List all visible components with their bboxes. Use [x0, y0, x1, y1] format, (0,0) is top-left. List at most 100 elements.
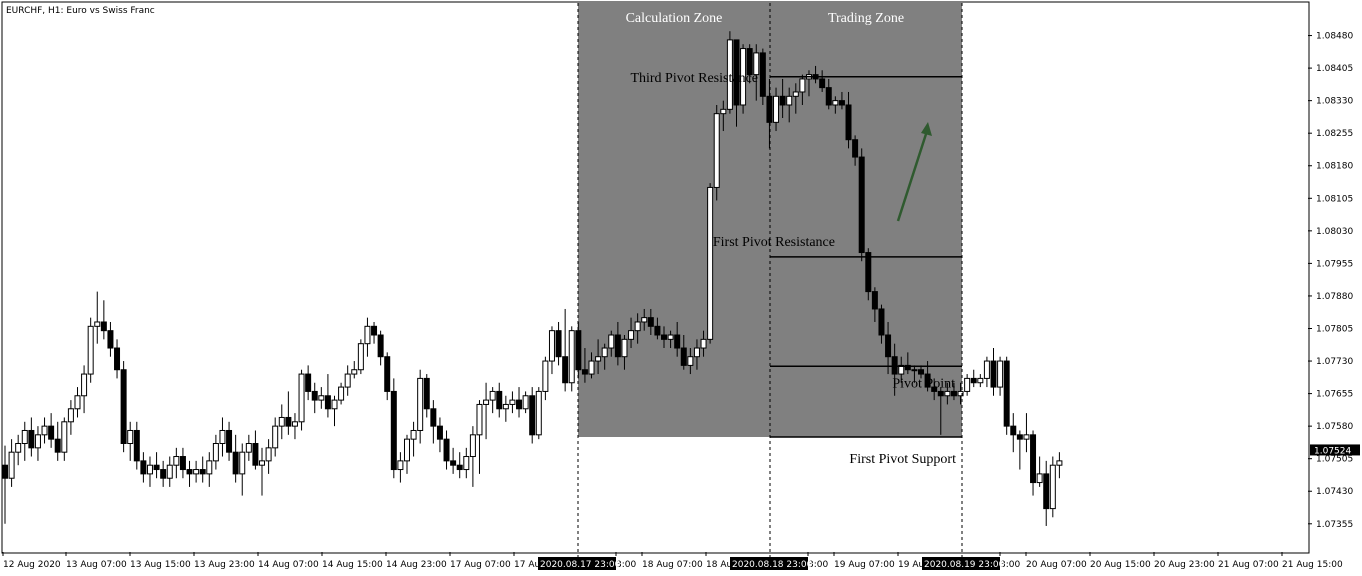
candle-body [937, 390, 944, 397]
level-label: First Pivot Support [849, 452, 956, 467]
candle-body [944, 390, 951, 397]
candle-body [885, 334, 892, 358]
y-tick-label: 1.07655 [1316, 390, 1353, 400]
x-axis: 12 Aug 2020 13 Aug 07:00 13 Aug 15:00 13 Au… [2, 552, 1343, 570]
candle-body [28, 429, 35, 449]
y-tick-label: 1.08480 [1316, 32, 1353, 42]
x-highlight-label: 2020.08.18 23:00 [732, 560, 813, 570]
candle-body [324, 395, 331, 410]
candle-body [15, 443, 22, 453]
candle-body [733, 39, 740, 106]
x-highlight-badge [922, 557, 1000, 570]
candle-body [502, 403, 509, 410]
candle-body [140, 460, 147, 475]
x-tick-label: 14 Aug 15:00 [322, 560, 383, 570]
candle-body [173, 456, 180, 466]
x-tick-label: 13 Aug 23:00 [194, 560, 255, 570]
candle-body [219, 429, 226, 445]
candle-body [911, 369, 918, 372]
x-tick-label: 13 Aug 15:00 [130, 560, 191, 570]
level-label: First Pivot Resistance [713, 235, 835, 250]
candle-body [496, 390, 503, 410]
candle-body [285, 416, 292, 427]
candle-body [364, 325, 371, 345]
level-label: Third Pivot Resistance [630, 71, 758, 86]
x-tick-label: 18 Aug 07:00 [642, 560, 703, 570]
candle-body [852, 139, 859, 158]
candle-body [726, 39, 733, 110]
candle-body [535, 390, 542, 436]
candle-body [357, 343, 364, 371]
candle-body [516, 399, 523, 410]
candle-body [318, 395, 325, 401]
candle-body [1043, 473, 1050, 510]
candle-body [483, 399, 490, 405]
candle-body [338, 386, 345, 401]
current-price-badge [1310, 444, 1360, 456]
candle-body [924, 373, 931, 388]
candle-body [595, 356, 602, 362]
y-tick-label: 1.08030 [1316, 227, 1353, 237]
candle-body [779, 95, 786, 106]
zone-label-0: Calculation Zone [626, 11, 723, 26]
candle-body [199, 469, 206, 475]
candle-body [298, 373, 305, 423]
candle-body [1023, 434, 1030, 440]
candle-body [628, 330, 635, 340]
candle-body [193, 469, 200, 475]
candle-body [377, 334, 384, 358]
y-tick-label: 1.07430 [1316, 487, 1353, 497]
candle-body [865, 252, 872, 293]
candle-body [983, 360, 990, 379]
candle-body [311, 390, 318, 401]
candle-body [766, 95, 773, 123]
candle-body [265, 447, 272, 462]
x-tick-label: 14 Aug 23:00 [386, 560, 447, 570]
candle-body [371, 325, 378, 336]
y-tick-label: 1.08105 [1316, 194, 1353, 204]
candle-body [410, 429, 417, 440]
candle-body [509, 399, 516, 405]
candle-body [226, 429, 233, 453]
candle-body [166, 464, 173, 479]
candles [2, 31, 1063, 526]
candle-body [206, 460, 213, 475]
candle-body [463, 456, 470, 471]
x-tick-label: 20 Aug 23:00 [1154, 560, 1215, 570]
candle-body [674, 334, 681, 349]
candle-body [838, 100, 845, 106]
candle-body [61, 421, 68, 453]
candle-body [41, 425, 48, 436]
zone-trading [770, 3, 962, 437]
candle-body [48, 425, 55, 440]
chart-title: EURCHF, H1: Euro vs Swiss Franc [6, 6, 155, 16]
candle-body [436, 425, 443, 440]
level-label: Pivot Point [892, 376, 955, 391]
zone-label-1: Trading Zone [828, 11, 904, 26]
candle-body [252, 443, 259, 466]
x-highlight-badge [538, 557, 616, 570]
x-tick-label: 3:00 [1000, 560, 1020, 570]
candle-body [430, 408, 437, 427]
candle-body [1003, 360, 1010, 427]
candle-body [351, 369, 358, 375]
y-axis: 1.08480 1.08405 1.08330 1.08255 1.08180 1.081… [1308, 32, 1360, 530]
candle-body [469, 434, 476, 458]
candle-body [654, 325, 661, 336]
candle-body [792, 91, 799, 97]
candle-body [127, 429, 134, 445]
candle-body [81, 373, 88, 397]
x-tick-label: 18 Au [706, 560, 732, 570]
trend-arrow-icon [896, 133, 928, 222]
candle-body [746, 48, 753, 76]
x-tick-label: 14 Aug 07:00 [258, 560, 319, 570]
candle-body [720, 108, 727, 115]
candle-body [476, 403, 483, 436]
candle-body [773, 95, 780, 123]
candle-body [2, 464, 8, 479]
candle-body [8, 451, 15, 479]
candle-body [898, 364, 905, 375]
candle-body [179, 456, 186, 471]
candle-body [608, 334, 615, 349]
